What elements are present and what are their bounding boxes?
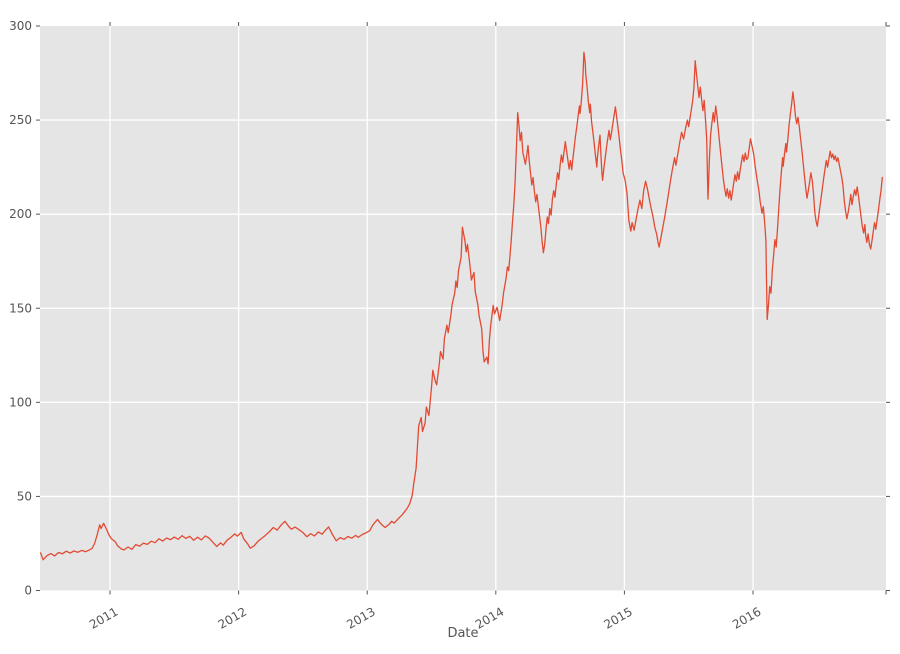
y-tick-label: 50 [17,489,32,503]
price-line [39,51,883,561]
y-tick-label: 0 [24,584,32,598]
y-tick-label: 150 [9,301,32,315]
y-tick-label: 250 [9,113,32,127]
x-axis-title: Date [447,626,479,641]
y-tick-label: 100 [9,395,32,409]
y-tick-label: 300 [9,19,32,33]
y-tick-label: 200 [9,207,32,221]
